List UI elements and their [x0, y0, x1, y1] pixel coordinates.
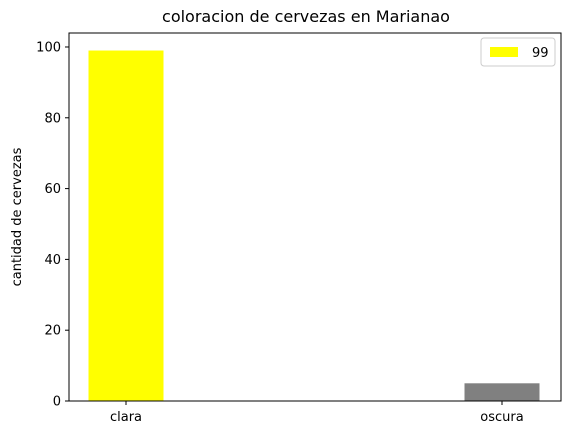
x-axis: clara oscura	[110, 401, 524, 425]
y-axis: 0 20 40 60 80 100	[36, 40, 69, 410]
y-tick-label: 40	[44, 253, 61, 268]
bar-oscura	[464, 383, 540, 401]
x-tick-label: oscura	[480, 410, 523, 425]
y-tick-label: 100	[36, 40, 61, 55]
y-tick-label: 80	[44, 111, 61, 126]
legend: 99	[480, 37, 556, 67]
y-tick-label: 60	[44, 182, 61, 197]
legend-label: 99	[532, 46, 549, 61]
chart-title: coloracion de cervezas en Marianao	[162, 7, 450, 26]
legend-swatch	[490, 47, 518, 57]
y-tick-label: 20	[44, 324, 61, 339]
x-tick-label: clara	[110, 410, 142, 425]
plot-frame	[68, 32, 562, 402]
y-tick-label: 0	[53, 395, 61, 410]
y-axis-label: cantidad de cervezas	[10, 147, 25, 286]
bar-clara	[88, 50, 164, 402]
bars-group	[88, 50, 540, 402]
